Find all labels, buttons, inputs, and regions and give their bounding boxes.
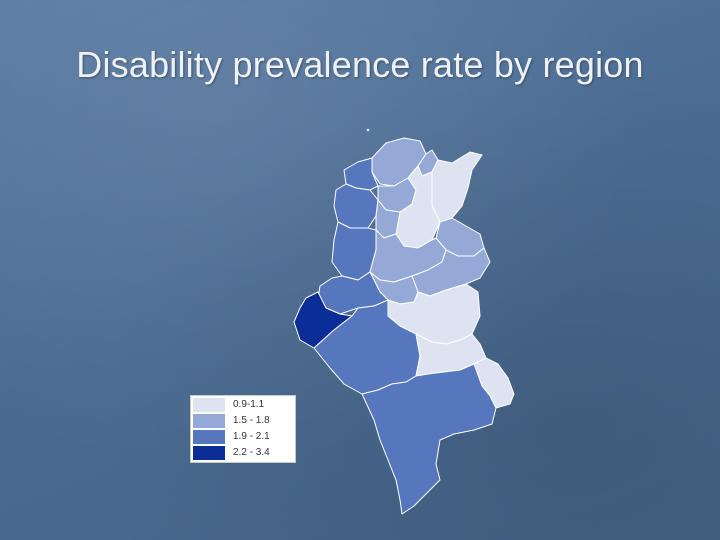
map-legend: 0.9-1.1 1.5 - 1.8 1.9 - 2.1 2.2 - 3.4 xyxy=(190,395,296,463)
legend-swatch xyxy=(193,446,225,460)
legend-item: 0.9-1.1 xyxy=(193,398,293,412)
region-kasserine xyxy=(331,221,377,281)
legend-swatch xyxy=(193,414,225,428)
legend-label: 1.9 - 2.1 xyxy=(233,431,270,442)
legend-swatch xyxy=(193,430,225,444)
legend-label: 0.9-1.1 xyxy=(233,399,265,410)
region-nabeul xyxy=(431,151,483,223)
legend-item: 2.2 - 3.4 xyxy=(193,446,293,460)
legend-swatch xyxy=(193,398,225,412)
region-kef xyxy=(333,183,379,229)
legend-item: 1.5 - 1.8 xyxy=(193,414,293,428)
legend-label: 1.5 - 1.8 xyxy=(233,415,270,426)
region-tataouine xyxy=(361,363,497,515)
legend-label: 2.2 - 3.4 xyxy=(233,447,270,458)
slide-title: Disability prevalence rate by region xyxy=(76,44,644,85)
islet-marker xyxy=(366,128,370,132)
legend-item: 1.9 - 2.1 xyxy=(193,430,293,444)
